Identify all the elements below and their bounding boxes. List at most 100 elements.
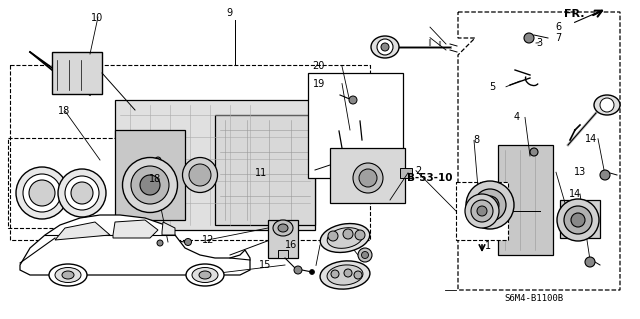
Ellipse shape <box>122 158 177 212</box>
Ellipse shape <box>55 268 81 283</box>
Ellipse shape <box>278 224 288 232</box>
Ellipse shape <box>564 206 592 234</box>
Circle shape <box>344 269 352 277</box>
Text: S6M4-B1100B: S6M4-B1100B <box>505 294 564 303</box>
Text: 17: 17 <box>197 270 210 280</box>
Circle shape <box>585 257 595 267</box>
Bar <box>115 100 315 230</box>
Circle shape <box>377 39 393 55</box>
Ellipse shape <box>466 181 514 229</box>
Text: 5: 5 <box>489 82 495 92</box>
Ellipse shape <box>594 95 620 115</box>
Text: 18: 18 <box>149 174 162 184</box>
Ellipse shape <box>353 163 383 193</box>
Polygon shape <box>20 215 250 275</box>
Ellipse shape <box>477 206 487 216</box>
Bar <box>400 168 412 178</box>
Circle shape <box>600 170 610 180</box>
Polygon shape <box>162 222 175 235</box>
Ellipse shape <box>16 167 68 219</box>
Ellipse shape <box>571 213 585 227</box>
Text: 9: 9 <box>226 8 232 18</box>
Circle shape <box>157 240 163 246</box>
Ellipse shape <box>474 189 506 221</box>
Ellipse shape <box>320 224 370 252</box>
Circle shape <box>362 251 369 258</box>
Text: 2: 2 <box>415 166 421 176</box>
Ellipse shape <box>29 180 55 206</box>
Circle shape <box>530 148 538 156</box>
Polygon shape <box>55 222 110 240</box>
Circle shape <box>155 157 161 163</box>
Bar <box>278 250 288 258</box>
Circle shape <box>331 270 339 278</box>
Text: 10: 10 <box>91 12 104 23</box>
Text: 16: 16 <box>285 240 298 250</box>
Ellipse shape <box>557 199 599 241</box>
Polygon shape <box>113 220 158 238</box>
Ellipse shape <box>186 264 224 286</box>
Ellipse shape <box>182 158 218 192</box>
Text: FR.: FR. <box>564 9 585 19</box>
Ellipse shape <box>62 271 74 279</box>
Text: 12: 12 <box>202 235 214 245</box>
Text: 8: 8 <box>474 135 480 145</box>
Circle shape <box>524 33 534 43</box>
Ellipse shape <box>189 164 211 186</box>
Text: 6: 6 <box>556 22 562 32</box>
Ellipse shape <box>465 194 499 228</box>
Circle shape <box>358 248 372 262</box>
Text: 4: 4 <box>514 112 520 122</box>
Text: 15: 15 <box>259 260 272 271</box>
Circle shape <box>381 43 389 51</box>
Ellipse shape <box>49 264 87 286</box>
Bar <box>498 145 553 255</box>
Bar <box>8 138 118 228</box>
Circle shape <box>294 266 302 274</box>
Circle shape <box>328 231 338 241</box>
Circle shape <box>310 270 314 275</box>
Bar <box>456 182 508 240</box>
Ellipse shape <box>140 175 160 195</box>
Text: 14: 14 <box>568 189 581 199</box>
Ellipse shape <box>199 271 211 279</box>
Bar <box>268 220 298 258</box>
Text: 3: 3 <box>536 38 542 48</box>
Circle shape <box>600 98 614 112</box>
Ellipse shape <box>359 169 377 187</box>
Bar <box>308 73 403 178</box>
Ellipse shape <box>327 228 363 248</box>
Text: 1: 1 <box>485 241 492 251</box>
Circle shape <box>343 229 353 239</box>
Circle shape <box>184 239 191 246</box>
Bar <box>52 52 102 94</box>
Circle shape <box>354 271 362 279</box>
Ellipse shape <box>471 200 493 222</box>
Ellipse shape <box>481 196 499 214</box>
Ellipse shape <box>71 182 93 204</box>
Ellipse shape <box>320 261 370 289</box>
Text: 11: 11 <box>255 168 268 178</box>
Ellipse shape <box>192 268 218 283</box>
Ellipse shape <box>65 176 99 210</box>
Ellipse shape <box>23 174 61 212</box>
Ellipse shape <box>131 166 169 204</box>
Bar <box>330 148 405 203</box>
Text: 18: 18 <box>58 106 70 116</box>
Ellipse shape <box>327 265 363 285</box>
Circle shape <box>349 96 357 104</box>
Circle shape <box>355 230 365 240</box>
Bar <box>469 185 519 225</box>
Bar <box>560 200 600 238</box>
Bar <box>115 130 185 220</box>
Ellipse shape <box>58 169 106 217</box>
Ellipse shape <box>371 36 399 58</box>
Ellipse shape <box>273 220 293 236</box>
Text: 14: 14 <box>585 134 598 144</box>
Bar <box>215 115 315 225</box>
Text: 13: 13 <box>574 167 587 177</box>
Text: B-53-10: B-53-10 <box>407 173 453 183</box>
Text: 19: 19 <box>312 78 325 89</box>
Bar <box>10 65 370 240</box>
Text: 20: 20 <box>312 61 325 71</box>
